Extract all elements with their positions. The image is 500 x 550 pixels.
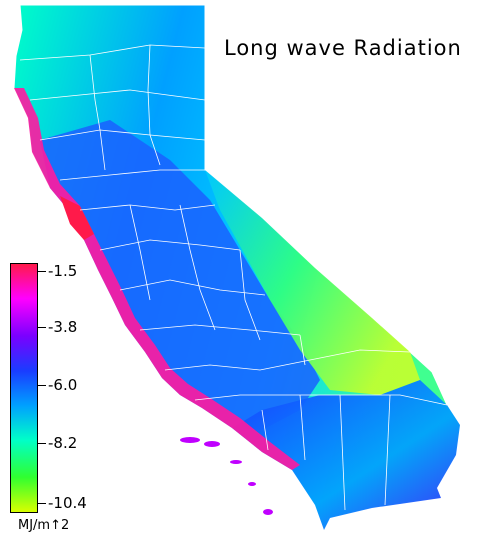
tick-label-4: -8.2 bbox=[48, 434, 78, 452]
units-label: MJ/m↑2 bbox=[18, 518, 70, 533]
bay-area-patch bbox=[60, 196, 94, 240]
tick-mark-4 bbox=[38, 443, 46, 444]
map-title: Long wave Radiation bbox=[224, 36, 462, 60]
colorbar bbox=[10, 263, 38, 513]
southern-california-region bbox=[232, 380, 460, 530]
central-valley-region bbox=[40, 120, 320, 430]
tick-label-5: -10.4 bbox=[48, 494, 87, 512]
tick-label-3: -6.0 bbox=[48, 376, 78, 394]
tick-mark-1 bbox=[38, 271, 46, 272]
tick-mark-2 bbox=[38, 327, 46, 328]
tick-label-2: -3.8 bbox=[48, 318, 78, 336]
desert-region bbox=[205, 170, 420, 395]
county-borders bbox=[19, 44, 448, 511]
tick-mark-5 bbox=[38, 503, 46, 504]
tick-label-1: -1.5 bbox=[48, 262, 78, 280]
tick-mark-3 bbox=[38, 385, 46, 386]
channel-islands bbox=[180, 437, 273, 515]
